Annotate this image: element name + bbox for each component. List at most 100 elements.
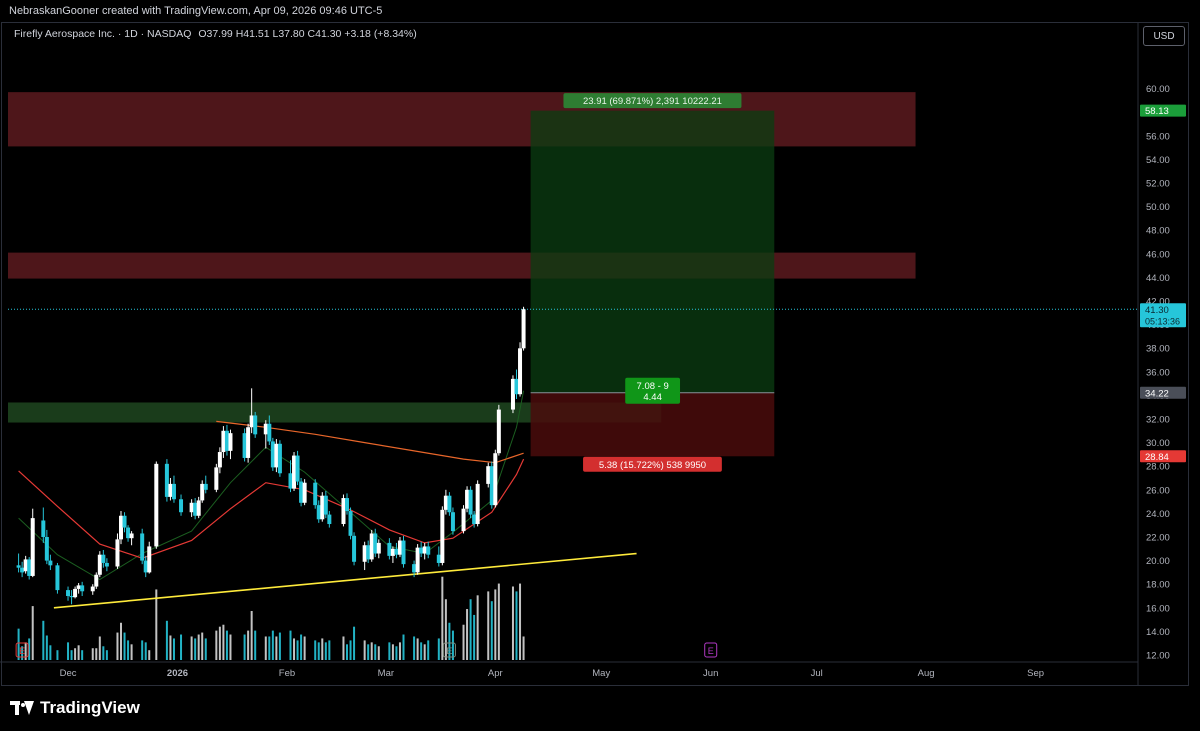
legend-close-label: C bbox=[307, 28, 316, 40]
x-tick-label: Jul bbox=[811, 668, 823, 679]
volume-bar bbox=[448, 622, 451, 660]
x-tick-label: May bbox=[592, 668, 610, 679]
candle-body bbox=[97, 554, 102, 575]
x-tick-label: 2026 bbox=[167, 668, 188, 679]
volume-bar bbox=[201, 632, 204, 660]
current-price-tag-countdown: 05:13:36 bbox=[1145, 316, 1180, 326]
y-tick-label: 48.00 bbox=[1146, 226, 1170, 237]
candle-body bbox=[327, 514, 332, 525]
volume-bar bbox=[144, 642, 147, 660]
target-label-box bbox=[563, 93, 742, 109]
brand-name: TradingView bbox=[40, 698, 140, 717]
volume-bar bbox=[81, 650, 84, 660]
y-tick-label: 42.00 bbox=[1146, 297, 1170, 308]
stop-label-text: 5.38 (15.722%) 538 9950 bbox=[599, 460, 706, 471]
candle-body bbox=[73, 588, 78, 598]
volume-bar bbox=[247, 630, 250, 660]
volume-bar bbox=[444, 599, 447, 660]
y-tick-label: 30.00 bbox=[1146, 438, 1170, 449]
x-tick-label: Sep bbox=[1027, 668, 1044, 679]
candle-body bbox=[246, 427, 251, 458]
candle-body bbox=[443, 495, 448, 510]
volume-bar bbox=[395, 646, 398, 660]
volume-bar bbox=[31, 606, 34, 660]
tradingview-logo[interactable]: TradingView bbox=[10, 698, 140, 718]
candle-body bbox=[80, 585, 85, 592]
position-target-zone bbox=[530, 110, 775, 393]
tradingview-logo-icon bbox=[10, 701, 34, 715]
candle-body bbox=[30, 518, 35, 576]
candle-body bbox=[514, 378, 519, 395]
candle-body bbox=[274, 443, 279, 468]
candle-body bbox=[115, 539, 120, 567]
stop-price-tag-box bbox=[1140, 450, 1186, 463]
candle-body bbox=[447, 495, 452, 513]
candle-body bbox=[412, 564, 417, 573]
candle-body bbox=[426, 546, 431, 555]
candle-body bbox=[221, 430, 226, 453]
volume-bar bbox=[289, 630, 292, 660]
volume-bar bbox=[229, 634, 232, 660]
candle-body bbox=[521, 309, 526, 349]
candle-body bbox=[48, 560, 53, 566]
candle-body bbox=[27, 559, 32, 576]
volume-bar bbox=[254, 630, 257, 660]
candle-body bbox=[295, 455, 300, 482]
volume-bar bbox=[427, 640, 430, 660]
legend-symbol[interactable]: Firefly Aerospace Inc. · 1D · NASDAQ bbox=[14, 28, 192, 40]
candle-body bbox=[253, 415, 258, 435]
candle-body bbox=[217, 452, 222, 468]
volume-bar bbox=[74, 648, 77, 660]
candle-body bbox=[55, 565, 60, 591]
y-tick-label: 24.00 bbox=[1146, 509, 1170, 520]
volume-bar bbox=[28, 638, 31, 660]
volume-bar bbox=[24, 642, 27, 660]
candle-body bbox=[518, 348, 523, 395]
currency-button[interactable]: USD bbox=[1143, 26, 1185, 46]
volume-bar bbox=[70, 650, 73, 660]
volume-bar bbox=[141, 640, 144, 660]
x-tick-label: Mar bbox=[378, 668, 394, 679]
candle-body bbox=[263, 423, 268, 435]
support-trendline bbox=[53, 552, 637, 609]
volume-bar bbox=[250, 611, 253, 660]
volume-bar bbox=[321, 638, 324, 660]
candle-body bbox=[468, 489, 473, 515]
y-tick-label: 50.00 bbox=[1146, 202, 1170, 213]
volume-bar bbox=[130, 644, 133, 660]
volume-bar bbox=[314, 640, 317, 660]
candle-body bbox=[94, 574, 99, 587]
candle-body bbox=[140, 533, 145, 561]
candle-body bbox=[362, 545, 367, 562]
volume-bar bbox=[398, 642, 401, 660]
volume-bar bbox=[194, 638, 197, 660]
y-tick-label: 36.00 bbox=[1146, 367, 1170, 378]
volume-bar bbox=[388, 642, 391, 660]
y-tick-label: 22.00 bbox=[1146, 533, 1170, 544]
footer bbox=[0, 686, 1200, 731]
volume-bar bbox=[116, 632, 119, 660]
volume-bar bbox=[423, 644, 426, 660]
volume-bar bbox=[317, 642, 320, 660]
candle-body bbox=[348, 511, 353, 536]
earnings-marker-icon bbox=[704, 642, 718, 658]
volume-bar bbox=[275, 636, 278, 660]
volume-bar bbox=[215, 630, 218, 660]
volume-bar bbox=[377, 646, 380, 660]
volume-bar bbox=[172, 638, 175, 660]
volume-bar bbox=[494, 589, 497, 660]
volume-bar bbox=[204, 638, 207, 660]
volume-bar bbox=[222, 624, 225, 660]
volume-bar bbox=[197, 634, 200, 660]
sma-long-line bbox=[216, 420, 524, 464]
candle-body bbox=[200, 483, 205, 501]
volume-bar bbox=[300, 634, 303, 660]
candle-body bbox=[23, 559, 28, 572]
volume-bar bbox=[391, 644, 394, 660]
candle-body bbox=[143, 560, 148, 573]
candle-body bbox=[249, 415, 254, 428]
y-tick-label: 16.00 bbox=[1146, 603, 1170, 614]
volume-bar bbox=[98, 636, 101, 660]
